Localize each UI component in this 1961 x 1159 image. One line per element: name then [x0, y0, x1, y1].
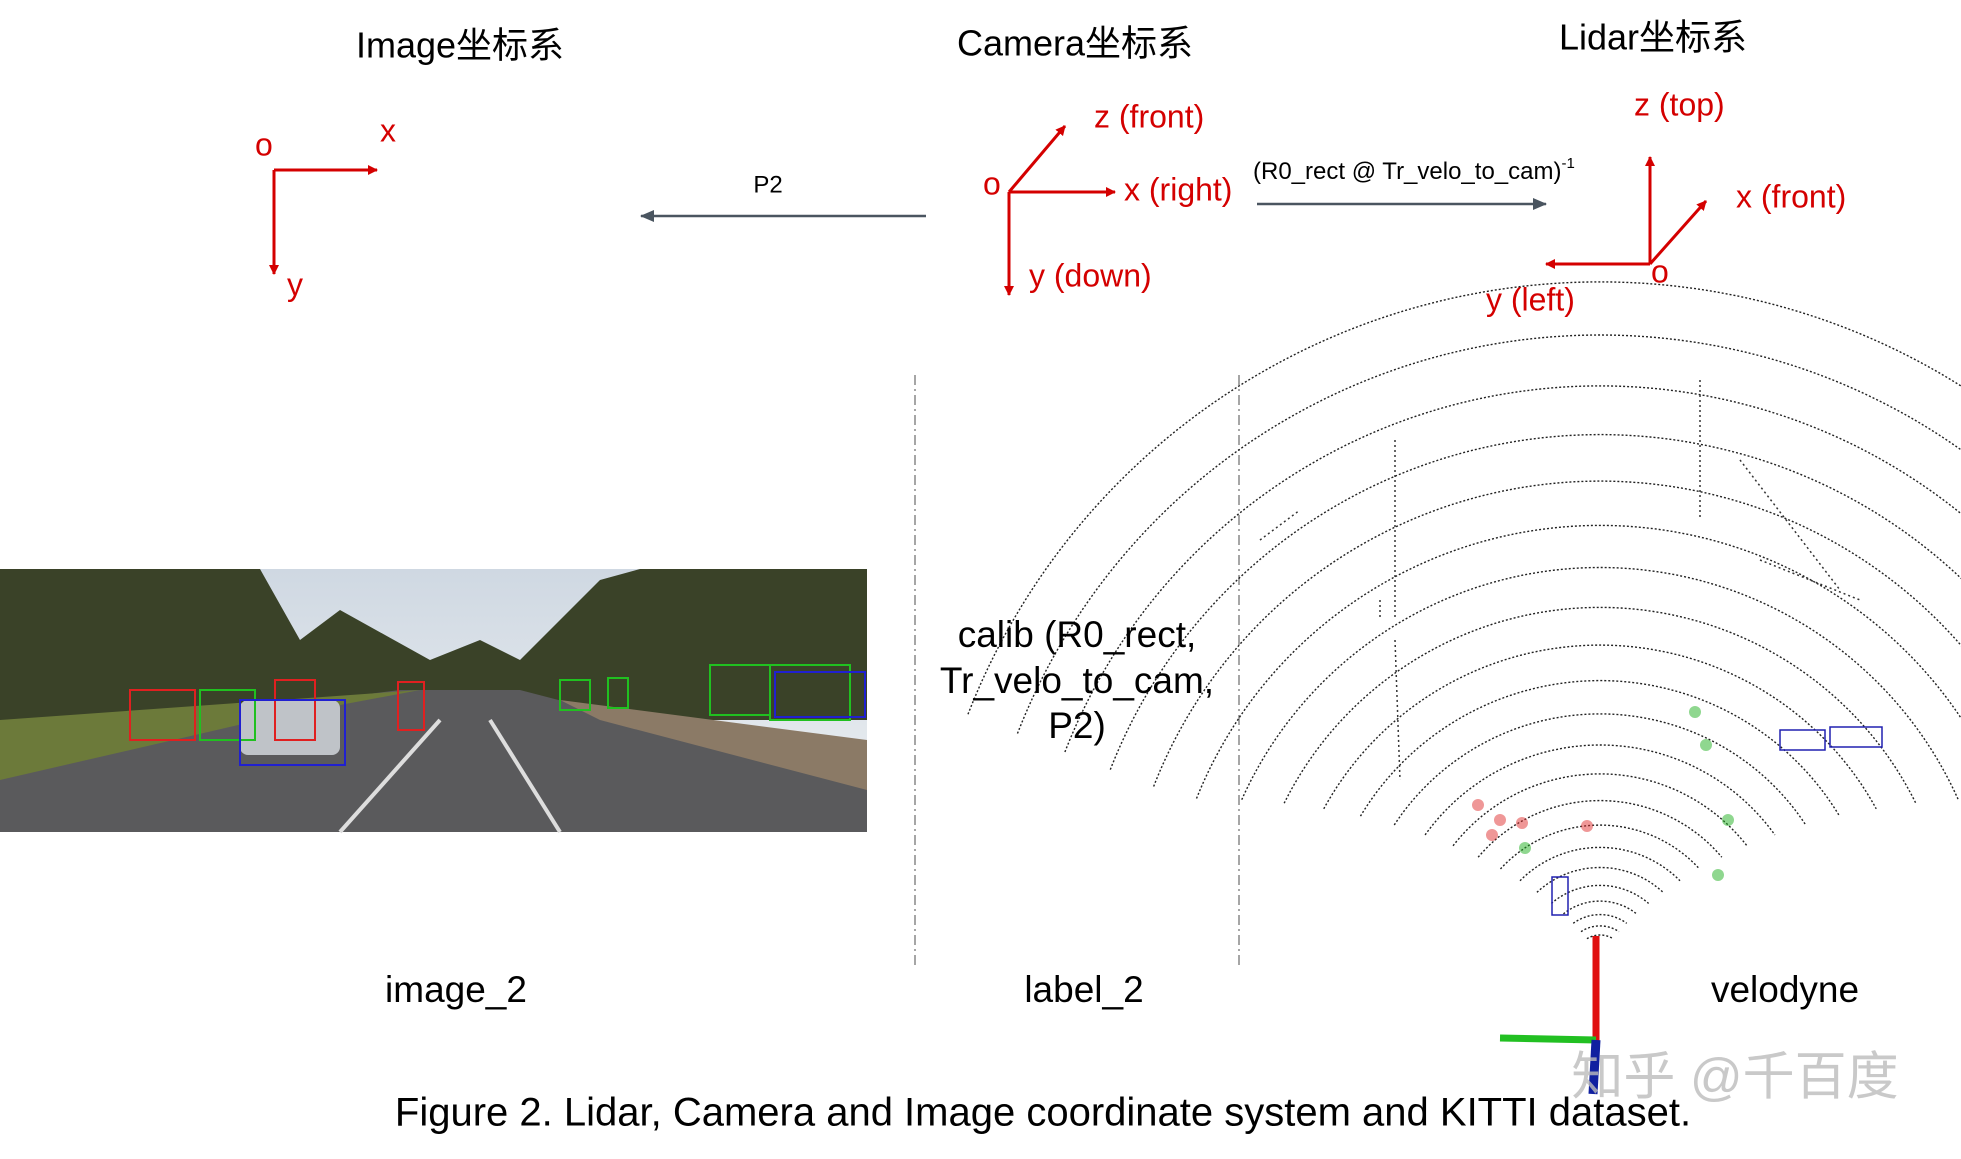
panel-label: velodyne — [1711, 969, 1859, 1010]
scan-ring — [1722, 814, 1734, 826]
scan-ring — [1739, 459, 1841, 591]
scan-ring — [1779, 729, 1826, 751]
scan-ring — [1394, 639, 1401, 781]
arrow-label: P2 — [753, 171, 782, 198]
axis-label: x (front) — [1736, 178, 1846, 214]
scan-ring — [1241, 566, 1959, 800]
scan-ring — [1323, 644, 1877, 810]
calib-line: Tr_velo_to_cam, — [940, 660, 1214, 701]
scan-ring — [1152, 480, 1961, 787]
axis — [1007, 125, 1067, 193]
axis-label: x (right) — [1124, 171, 1232, 207]
scan-ring — [1562, 900, 1638, 915]
arrow-label: (R0_rect @ Tr_velo_to_cam)-1 — [1253, 155, 1575, 185]
scan-ring — [1586, 934, 1614, 940]
frame-axis — [1499, 1034, 1597, 1044]
frame-title: Image坐标系 — [356, 25, 564, 66]
scan-ring — [1712, 869, 1724, 881]
scan-ring — [1689, 706, 1701, 718]
scan-ring — [1700, 739, 1712, 751]
panel-label: image_2 — [385, 969, 527, 1010]
scan-ring — [1829, 726, 1883, 748]
scan-ring — [1486, 829, 1498, 841]
axis-label: z (top) — [1634, 86, 1725, 122]
scan-ring — [1064, 385, 1961, 753]
scan-ring — [1499, 824, 1701, 870]
panel-label: label_2 — [1024, 969, 1143, 1010]
frame-title: Lidar坐标系 — [1559, 17, 1747, 58]
arrow-label-sup: -1 — [1561, 155, 1574, 172]
scan-ring — [1516, 817, 1528, 829]
scan-ring — [1572, 913, 1628, 924]
calib-line: P2) — [1048, 705, 1106, 746]
scan-ring — [1536, 866, 1664, 893]
origin-label: o — [255, 126, 273, 162]
caption: Figure 2. Lidar, Camera and Image coordi… — [395, 1091, 1691, 1135]
scan-ring — [1195, 524, 1961, 799]
axis-label: x — [380, 112, 396, 148]
point-cloud — [967, 281, 1961, 940]
scan-ring — [1424, 744, 1776, 836]
scan-ring — [1109, 433, 1961, 770]
scan-ring — [1259, 509, 1301, 541]
axis-label: z (front) — [1094, 98, 1204, 134]
scan-ring — [1494, 814, 1506, 826]
frame-axis — [1588, 1039, 1601, 1095]
scan-ring — [1580, 925, 1620, 933]
scan-ring — [1581, 820, 1593, 832]
origin-label: o — [1651, 253, 1669, 289]
axis — [1648, 200, 1708, 265]
scan-ring — [1551, 876, 1569, 916]
scan-ring — [1359, 679, 1841, 817]
scan-ring — [1283, 606, 1917, 804]
arrow-label-text: (R0_rect @ Tr_velo_to_cam) — [1253, 158, 1561, 185]
frame-title: Camera坐标系 — [957, 23, 1193, 64]
scan-ring — [1472, 799, 1484, 811]
camera-image — [0, 569, 867, 834]
axis-label: y — [287, 266, 303, 302]
axis-label: y (down) — [1029, 257, 1152, 293]
scan-ring — [1016, 334, 1961, 734]
axis-label: y (left) — [1486, 281, 1575, 317]
origin-label: o — [983, 165, 1001, 201]
watermark: 知乎 @千百度 — [1571, 1049, 1898, 1107]
calib-line: calib (R0_rect, — [958, 614, 1197, 655]
scan-ring — [1393, 713, 1807, 826]
scan-ring — [1519, 842, 1531, 854]
scan-ring — [1550, 884, 1650, 904]
scan-ring — [1519, 846, 1681, 882]
scan-ring — [1477, 799, 1723, 858]
scan-ring — [967, 281, 1961, 715]
scan-ring — [1452, 773, 1748, 847]
